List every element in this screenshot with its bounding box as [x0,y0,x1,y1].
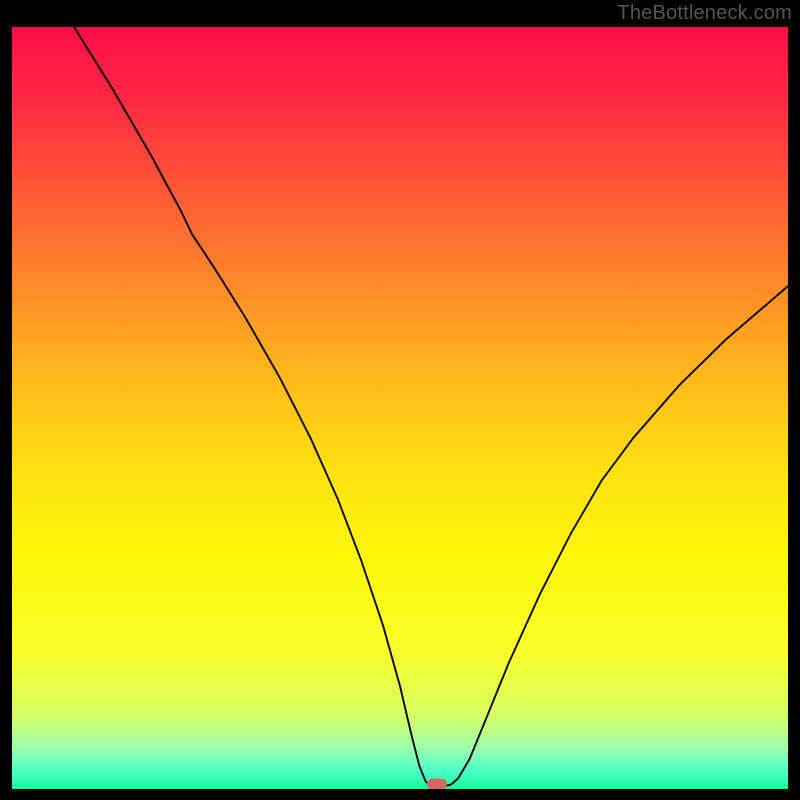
watermark-text: TheBottleneck.com [617,2,792,25]
curve-path [74,27,788,786]
bottleneck-curve [12,27,788,789]
plot-area [12,27,788,789]
optimal-marker-icon [427,779,447,789]
chart-stage: TheBottleneck.com [0,0,800,800]
